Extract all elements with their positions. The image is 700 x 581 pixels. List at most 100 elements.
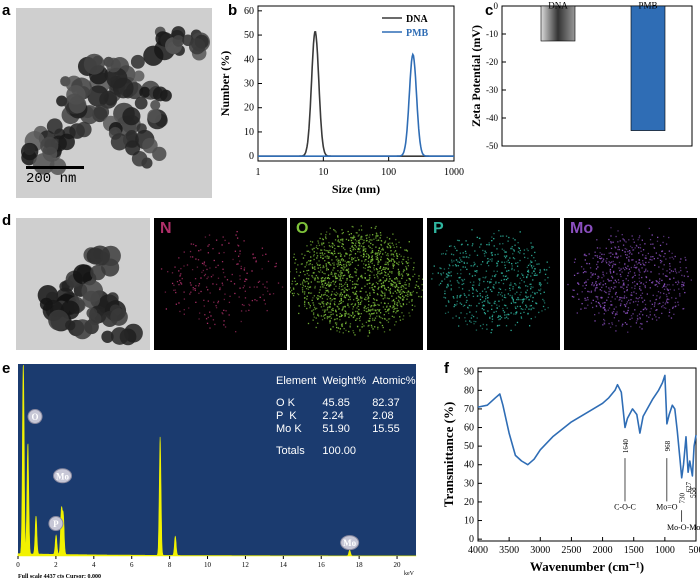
map-dot xyxy=(625,241,627,243)
map-dot xyxy=(642,260,644,262)
map-dot xyxy=(639,316,641,319)
map-dot xyxy=(378,261,380,263)
map-dot xyxy=(467,306,469,309)
map-dot xyxy=(594,251,596,253)
map-dot xyxy=(332,307,334,310)
map-dot xyxy=(616,296,618,298)
map-dot xyxy=(350,236,352,239)
map-dot xyxy=(325,234,327,236)
map-dot xyxy=(638,259,641,261)
map-dot xyxy=(367,325,369,327)
map-dot xyxy=(603,313,605,315)
map-dot xyxy=(485,295,487,298)
map-dot xyxy=(472,292,474,294)
map-dot xyxy=(189,256,192,258)
map-dot xyxy=(326,269,328,271)
map-dot xyxy=(600,257,603,259)
map-dot xyxy=(665,301,667,304)
map-dot xyxy=(380,272,383,274)
map-dot xyxy=(525,285,527,287)
map-dot xyxy=(467,244,469,246)
map-dot xyxy=(583,307,586,309)
map-dot xyxy=(325,237,327,240)
map-dot xyxy=(668,284,670,286)
map-dot xyxy=(652,255,654,258)
map-dot xyxy=(399,293,402,295)
map-dot xyxy=(368,324,370,327)
map-dot xyxy=(366,279,368,281)
map-dot xyxy=(645,281,647,283)
map-dot xyxy=(385,289,387,291)
tem-particle xyxy=(142,137,158,154)
element-map-label: N xyxy=(160,220,172,237)
map-dot xyxy=(642,254,644,256)
map-dot xyxy=(395,321,397,323)
map-dot xyxy=(449,272,451,274)
y-tick-label: 10 xyxy=(244,127,254,138)
map-dot xyxy=(309,292,312,294)
map-dot xyxy=(367,296,369,298)
map-dot xyxy=(340,315,342,317)
map-dot xyxy=(468,256,470,259)
map-dot xyxy=(363,254,366,256)
map-dot xyxy=(530,264,533,267)
map-dot xyxy=(329,263,331,266)
map-dot xyxy=(456,239,459,242)
map-dot xyxy=(638,252,640,254)
map-dot xyxy=(352,306,355,308)
map-dot xyxy=(532,296,534,299)
map-dot xyxy=(491,314,494,316)
map-dot xyxy=(209,327,211,329)
map-dot xyxy=(506,314,508,316)
map-dot xyxy=(663,264,665,266)
map-dot xyxy=(631,246,633,249)
x-tick-label: 0 xyxy=(16,561,20,569)
map-dot xyxy=(365,255,368,258)
map-dot xyxy=(466,313,468,315)
map-dot xyxy=(635,300,637,303)
map-dot xyxy=(447,300,450,302)
map-dot xyxy=(317,240,319,242)
map-dot xyxy=(389,305,391,308)
map-dot xyxy=(340,259,342,261)
map-dot xyxy=(530,260,532,262)
map-dot xyxy=(338,259,340,262)
map-dot xyxy=(359,251,361,253)
map-dot xyxy=(616,313,618,315)
map-dot xyxy=(630,314,633,317)
map-dot xyxy=(353,236,356,238)
map-dot xyxy=(393,308,395,311)
map-dot xyxy=(613,282,615,284)
map-dot xyxy=(325,265,327,267)
map-dot xyxy=(345,265,348,267)
map-dot xyxy=(471,275,474,277)
map-dot xyxy=(378,247,381,249)
map-dot xyxy=(393,255,395,258)
map-dot xyxy=(243,304,245,307)
map-dot xyxy=(623,251,626,253)
map-dot xyxy=(602,273,604,276)
map-dot xyxy=(294,280,296,283)
map-dot xyxy=(320,315,323,317)
map-dot xyxy=(482,249,484,252)
map-dot xyxy=(489,258,491,261)
map-dot xyxy=(374,326,376,328)
map-dot xyxy=(640,310,642,313)
map-dot xyxy=(513,249,515,251)
map-dot xyxy=(596,284,598,286)
map-dot xyxy=(612,260,614,263)
map-dot xyxy=(370,258,372,261)
map-dot xyxy=(328,257,330,259)
map-dot xyxy=(620,268,622,270)
map-dot xyxy=(322,242,325,244)
map-dot xyxy=(386,236,388,239)
map-dot xyxy=(360,238,362,240)
bar-pmb xyxy=(630,5,666,131)
map-dot xyxy=(387,318,390,320)
map-dot xyxy=(623,304,626,306)
map-dot xyxy=(400,255,402,257)
map-dot xyxy=(375,258,378,260)
map-dot xyxy=(380,290,382,292)
map-dot xyxy=(499,293,502,296)
map-dot xyxy=(376,258,378,261)
